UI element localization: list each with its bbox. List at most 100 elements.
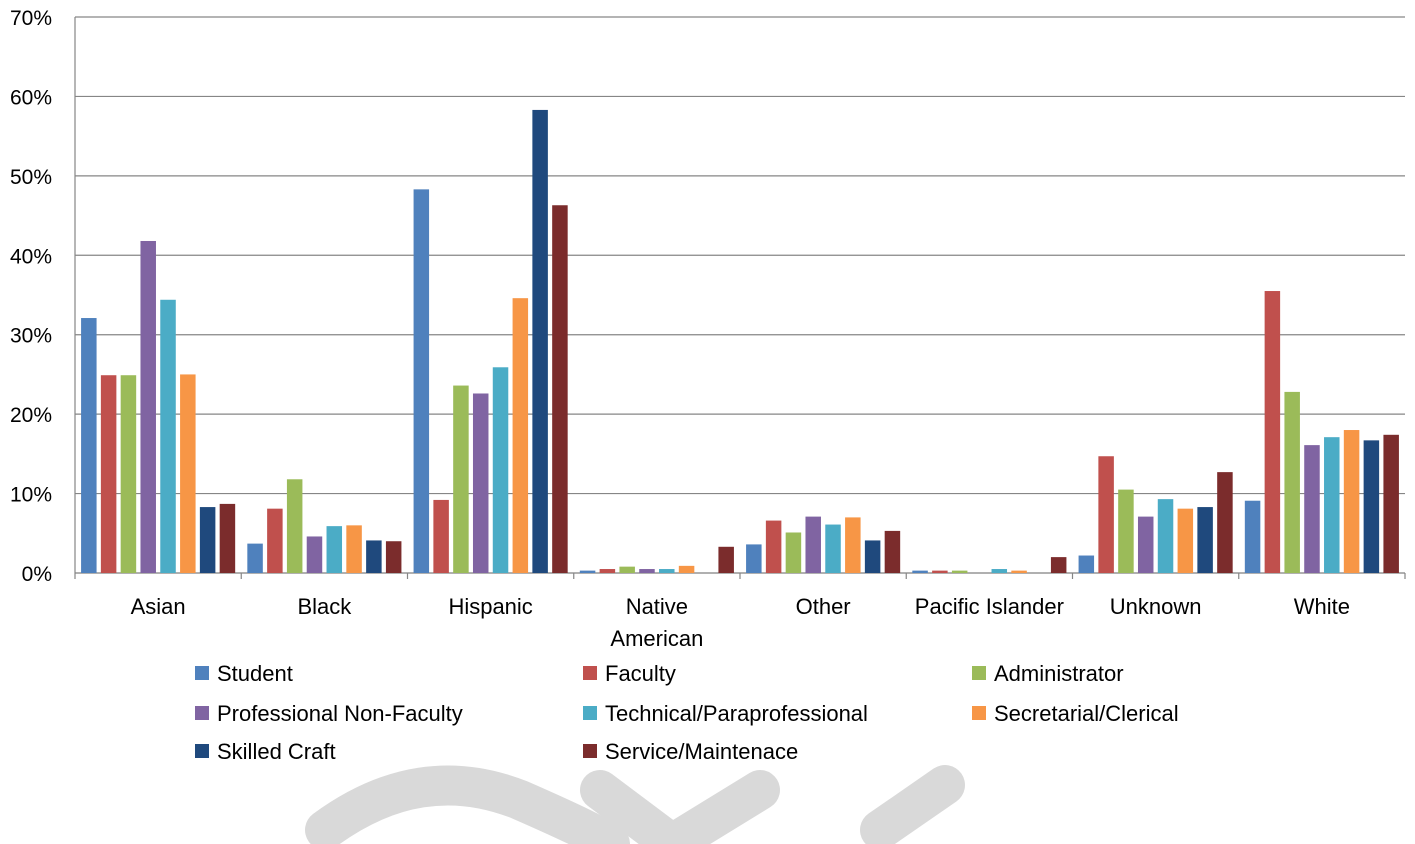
bar <box>619 566 635 573</box>
x-tick-label: Unknown <box>1110 594 1202 619</box>
y-tick-label: 0% <box>22 563 52 586</box>
legend-swatch <box>972 666 986 680</box>
bar <box>864 540 881 573</box>
legend-swatch <box>195 666 209 680</box>
legend-label: Service/Maintenace <box>605 739 798 764</box>
bar <box>718 546 734 573</box>
bar <box>825 524 841 573</box>
bar <box>1050 557 1067 573</box>
bar <box>1157 499 1174 573</box>
bar <box>659 569 675 573</box>
x-tick-label: White <box>1294 594 1350 619</box>
bar <box>385 541 402 573</box>
legend-swatch <box>583 744 597 758</box>
bar <box>678 565 695 573</box>
watermark-stroke <box>580 770 780 844</box>
y-tick-label: 40% <box>10 245 52 268</box>
bar <box>552 205 568 573</box>
bar <box>845 517 861 573</box>
legend-swatch <box>583 706 597 720</box>
legend-label: Faculty <box>605 661 676 686</box>
bar <box>413 189 430 574</box>
legend-label: Administrator <box>994 661 1124 686</box>
watermark-stroke <box>305 765 630 844</box>
bar <box>492 367 509 573</box>
bar <box>346 525 362 573</box>
bar <box>120 375 137 573</box>
y-tick-label: 70% <box>10 7 52 30</box>
bar <box>1363 440 1380 573</box>
legend-swatch <box>583 666 597 680</box>
bar <box>160 299 176 573</box>
bar <box>1383 434 1399 573</box>
legend-swatch <box>195 706 209 720</box>
bars <box>81 109 1399 574</box>
bar <box>805 516 821 573</box>
bar <box>1011 570 1027 573</box>
bar <box>785 532 802 573</box>
bar <box>472 393 489 573</box>
bar <box>1118 489 1134 573</box>
y-tick-label: 20% <box>10 404 52 427</box>
x-tick-label: Asian <box>131 594 186 619</box>
bar <box>326 526 343 573</box>
bar <box>1137 516 1154 573</box>
bar <box>453 385 469 573</box>
bar <box>366 540 382 573</box>
bar <box>199 507 216 573</box>
y-tick-label: 50% <box>10 166 52 189</box>
bar <box>532 109 548 573</box>
legend-label: Student <box>217 661 293 686</box>
bar <box>140 240 156 573</box>
bar <box>180 374 196 573</box>
bar <box>1324 437 1340 573</box>
bar <box>1343 430 1360 573</box>
bar <box>932 570 948 573</box>
bar <box>247 543 263 573</box>
bar <box>1217 472 1233 573</box>
watermark <box>305 765 965 844</box>
legend-label: Professional Non-Faculty <box>217 701 463 726</box>
bar <box>306 536 323 573</box>
bar <box>884 530 901 573</box>
x-tick-label: Native American <box>610 594 703 651</box>
bar <box>765 520 782 573</box>
x-tick-label: Other <box>796 594 851 619</box>
bar <box>579 570 596 573</box>
x-axis: Asian Black Hispanic Native American Other Pac… <box>74 573 1406 651</box>
x-tick-label: Hispanic <box>448 594 532 619</box>
bar <box>433 499 449 573</box>
legend-label: Technical/Paraprofessional <box>605 701 868 726</box>
watermark-stroke <box>860 765 965 844</box>
bar <box>991 569 1008 573</box>
bar <box>1197 507 1213 573</box>
bar <box>1098 456 1114 573</box>
bar <box>746 544 762 573</box>
legend-swatch <box>972 706 986 720</box>
gridlines <box>74 16 1405 574</box>
bar <box>1244 500 1261 573</box>
bar <box>912 570 928 573</box>
legend-swatch <box>195 744 209 758</box>
bar <box>599 569 616 573</box>
bar <box>512 298 529 573</box>
y-tick-label: 10% <box>10 484 52 507</box>
x-tick-label: Pacific Islander <box>915 594 1064 619</box>
bar <box>1078 555 1095 573</box>
y-tick-label: 60% <box>10 86 52 109</box>
bar <box>1284 391 1300 573</box>
y-axis-ticks: 0% 10% 20% 30% 40% 50% 60% 70% <box>10 7 52 586</box>
legend-label: Secretarial/Clerical <box>994 701 1179 726</box>
bar <box>1304 445 1320 573</box>
y-tick-label: 30% <box>10 325 52 348</box>
legend: Student Faculty Administrator Professional … <box>195 661 1179 764</box>
bar <box>286 479 303 573</box>
bar <box>1177 508 1194 573</box>
bar <box>219 503 236 573</box>
bar <box>100 375 117 573</box>
bar <box>267 508 283 573</box>
x-tick-label: Black <box>297 594 352 619</box>
legend-label: Skilled Craft <box>217 739 336 764</box>
bar <box>81 318 97 573</box>
